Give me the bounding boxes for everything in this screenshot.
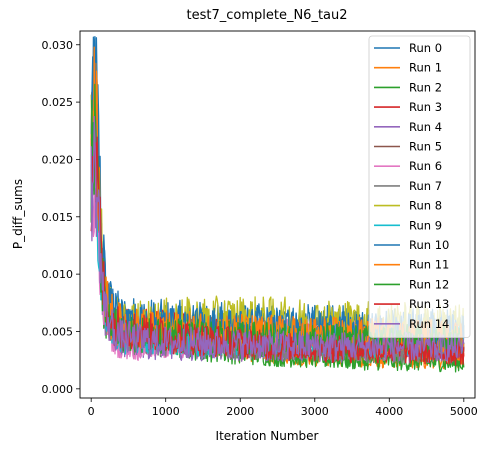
legend-label: Run 4: [409, 120, 442, 134]
legend-label: Run 0: [409, 41, 442, 55]
plot-frame: [79, 30, 476, 399]
legend-label: Run 13: [409, 297, 449, 311]
x-tick-label: 0: [88, 405, 95, 418]
legend-label: Run 14: [409, 317, 449, 331]
legend-box: [368, 35, 471, 338]
legend-label: Run 10: [409, 238, 449, 252]
x-tick-label: 3000: [301, 405, 329, 418]
y-tick-label: 0.010: [42, 268, 74, 281]
y-tick-label: 0.000: [42, 383, 74, 396]
legend-label: Run 1: [409, 61, 442, 75]
legend: Run 0 Run 1 Run 2 Run 3 Run 4 Run 5 Run 6 Run 7…: [368, 35, 471, 338]
legend-label: Run 7: [409, 179, 442, 193]
legend-label: Run 8: [409, 199, 442, 213]
legend-label: Run 2: [409, 80, 442, 94]
x-tick-label: 5000: [450, 405, 478, 418]
y-axis: 0.000 0.005 0.010 0.015 0.020 0.025 0.030: [42, 39, 80, 396]
y-tick-label: 0.015: [42, 211, 74, 224]
x-tick-label: 1000: [152, 405, 180, 418]
x-tick-label: 4000: [375, 405, 403, 418]
chart-title: test7_complete_N6_tau2: [186, 8, 347, 23]
x-axis: 0 1000 2000 3000 4000 5000: [88, 398, 478, 418]
y-axis-label: P_diff_sums: [11, 179, 25, 249]
series-line-run-14: [90, 115, 465, 362]
legend-label: Run 6: [409, 159, 442, 173]
y-tick-label: 0.025: [42, 96, 74, 109]
legend-label: Run 5: [409, 140, 442, 154]
x-axis-label: Iteration Number: [216, 429, 319, 443]
x-tick-label: 2000: [226, 405, 254, 418]
legend-label: Run 11: [409, 258, 449, 272]
y-tick-label: 0.030: [42, 39, 74, 52]
legend-label: Run 3: [409, 100, 442, 114]
legend-label: Run 9: [409, 218, 442, 232]
legend-label: Run 12: [409, 277, 449, 291]
y-tick-label: 0.020: [42, 153, 74, 166]
y-tick-label: 0.005: [42, 325, 74, 338]
